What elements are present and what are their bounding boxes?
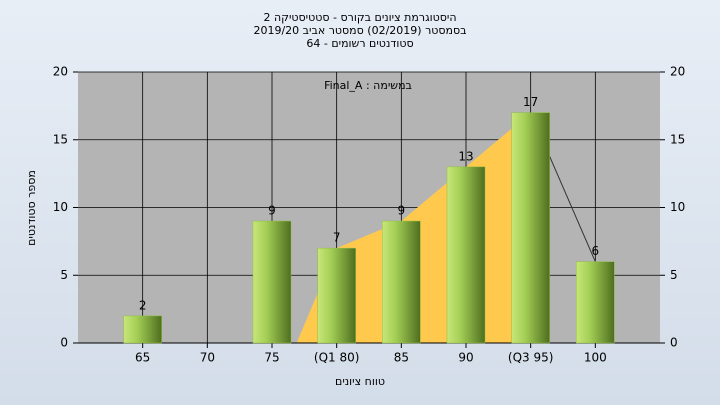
x-tick-label: (Q3 95) — [508, 351, 554, 365]
title-line: סטודנטים רשומים - 64 — [306, 37, 413, 50]
value-label: 17 — [523, 95, 538, 109]
bar — [123, 315, 162, 344]
x-tick-label: 70 — [200, 351, 215, 365]
x-tick-label: 65 — [135, 351, 150, 365]
y-tick-label: 20 — [53, 65, 68, 79]
x-axis-label: טווח ציונים — [335, 375, 385, 388]
y-tick-label: 15 — [53, 132, 68, 146]
bar — [252, 220, 292, 344]
x-tick-label: (Q1 80) — [314, 351, 360, 365]
y2-tick-label: 10 — [670, 200, 685, 214]
value-label: 13 — [458, 149, 473, 163]
bar — [446, 166, 486, 344]
value-label: 9 — [398, 204, 406, 218]
y2-tick-label: 15 — [670, 132, 685, 146]
bar — [511, 112, 550, 344]
y-tick-label: 10 — [53, 200, 68, 214]
title-line: בסמסטר (02/2019) סמסטר אביב 2019/20 — [253, 24, 466, 37]
value-label: 7 — [333, 231, 341, 245]
bar — [382, 220, 421, 344]
bar — [576, 261, 615, 344]
x-tick-label: 90 — [458, 351, 473, 365]
value-label: 6 — [592, 244, 600, 258]
annotation: Final_A : במשימה — [324, 79, 412, 92]
value-label: 9 — [268, 204, 276, 218]
x-tick-label: 100 — [584, 351, 607, 365]
y-axis-label: מספר סטודנטים — [25, 170, 38, 246]
value-label: 2 — [139, 298, 147, 312]
y-tick-label: 0 — [60, 336, 68, 350]
y2-tick-label: 5 — [670, 268, 678, 282]
y-tick-label: 5 — [60, 268, 68, 282]
y2-tick-label: 0 — [670, 336, 678, 350]
y2-tick-label: 20 — [670, 65, 685, 79]
bar — [317, 247, 356, 344]
title-line: היסטוגרמת ציונים בקורס - סטטיסטיקה 2 — [263, 11, 456, 24]
x-tick-label: 85 — [394, 351, 409, 365]
x-tick-label: 75 — [264, 351, 279, 365]
